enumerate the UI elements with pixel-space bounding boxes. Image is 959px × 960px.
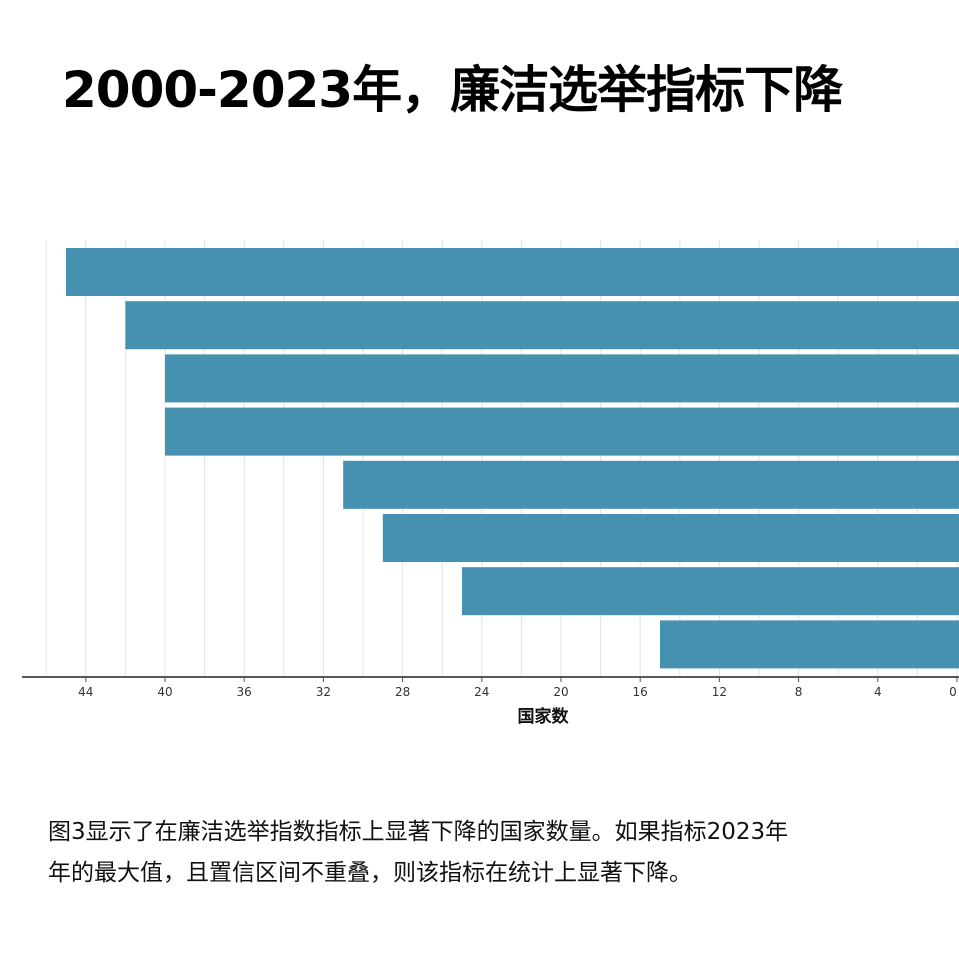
bar [343,460,959,509]
x-axis-title: 国家数 [518,706,570,727]
x-tick-label: 36 [237,685,252,699]
x-tick-label: 8 [795,685,803,699]
x-tick-label: 24 [474,685,489,699]
bar [165,354,959,403]
x-tick-label: 12 [712,685,727,699]
x-axis-ticks: 44 40 36 32 28 24 20 16 12 8 4 0 [78,677,958,699]
caption-line-2: 年的最大值，且置信区间不重叠，则该指标在统计上显著下降。 [48,860,692,886]
x-tick-label: 20 [553,685,568,699]
bar [165,407,959,456]
bar [125,301,959,350]
x-tick-label: 28 [395,685,410,699]
caption: 图3显示了在廉洁选举指数指标上显著下降的国家数量。如果指标2023年 年的最大值… [48,812,959,894]
bar [382,514,959,562]
bar-chart: 44 40 36 32 28 24 20 16 12 8 4 0 国家数 [22,240,959,727]
bar [462,567,959,616]
x-tick-label: 16 [633,685,648,699]
page-title: 2000-2023年，廉洁选举指标下降 [62,61,843,119]
x-tick-label: 4 [874,685,882,699]
bar [66,248,959,296]
bar [660,620,959,669]
x-tick-label: 0 [949,685,957,699]
bars [66,248,959,669]
x-tick-label: 44 [78,685,93,699]
x-tick-label: 32 [316,685,331,699]
caption-line-1: 图3显示了在廉洁选举指数指标上显著下降的国家数量。如果指标2023年 [48,819,789,845]
x-tick-label: 40 [157,685,172,699]
